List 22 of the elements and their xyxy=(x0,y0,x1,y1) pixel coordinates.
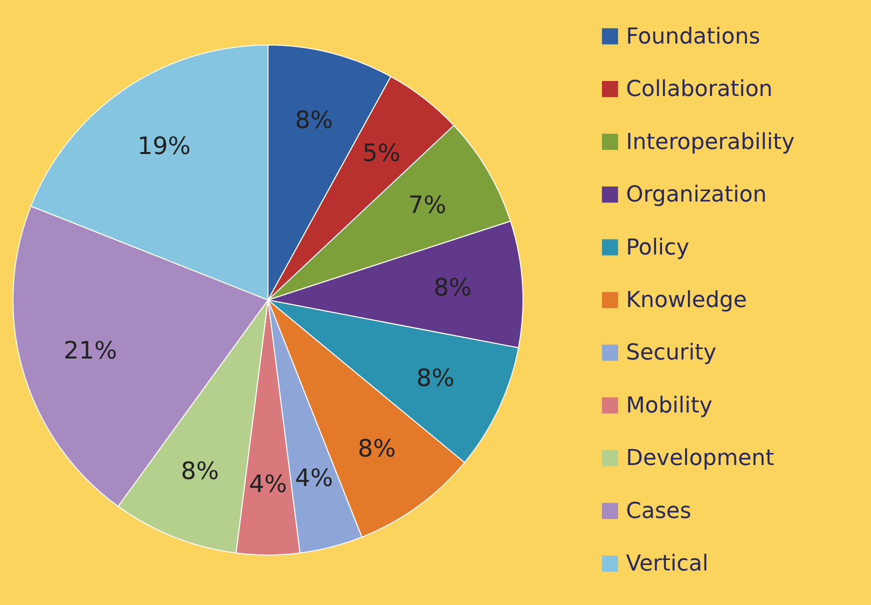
data-label: 7% xyxy=(408,190,446,219)
data-label: 8% xyxy=(434,273,472,302)
data-label: 4% xyxy=(294,464,334,492)
legend-label: Policy xyxy=(626,235,690,260)
legend-label: Interoperability xyxy=(626,130,795,155)
data-label: 8% xyxy=(358,434,396,463)
data-label: 21% xyxy=(64,336,118,365)
legend-label: Foundations xyxy=(626,24,760,50)
data-label: 4% xyxy=(248,470,288,498)
data-label: 8% xyxy=(416,364,454,392)
data-label: 5% xyxy=(362,138,400,167)
data-label: 8% xyxy=(294,106,334,134)
legend-label: Knowledge xyxy=(626,288,747,313)
legend-label: Organization xyxy=(626,182,767,208)
data-label: 8% xyxy=(180,457,219,486)
legend-label: Cases xyxy=(626,498,692,524)
legend-label: Collaboration xyxy=(626,77,773,102)
legend-label: Mobility xyxy=(626,393,712,418)
data-label: 19% xyxy=(137,132,191,160)
legend-label: Security xyxy=(626,340,716,366)
legend-label: Vertical xyxy=(626,552,708,577)
legend-label: Development xyxy=(626,446,774,472)
